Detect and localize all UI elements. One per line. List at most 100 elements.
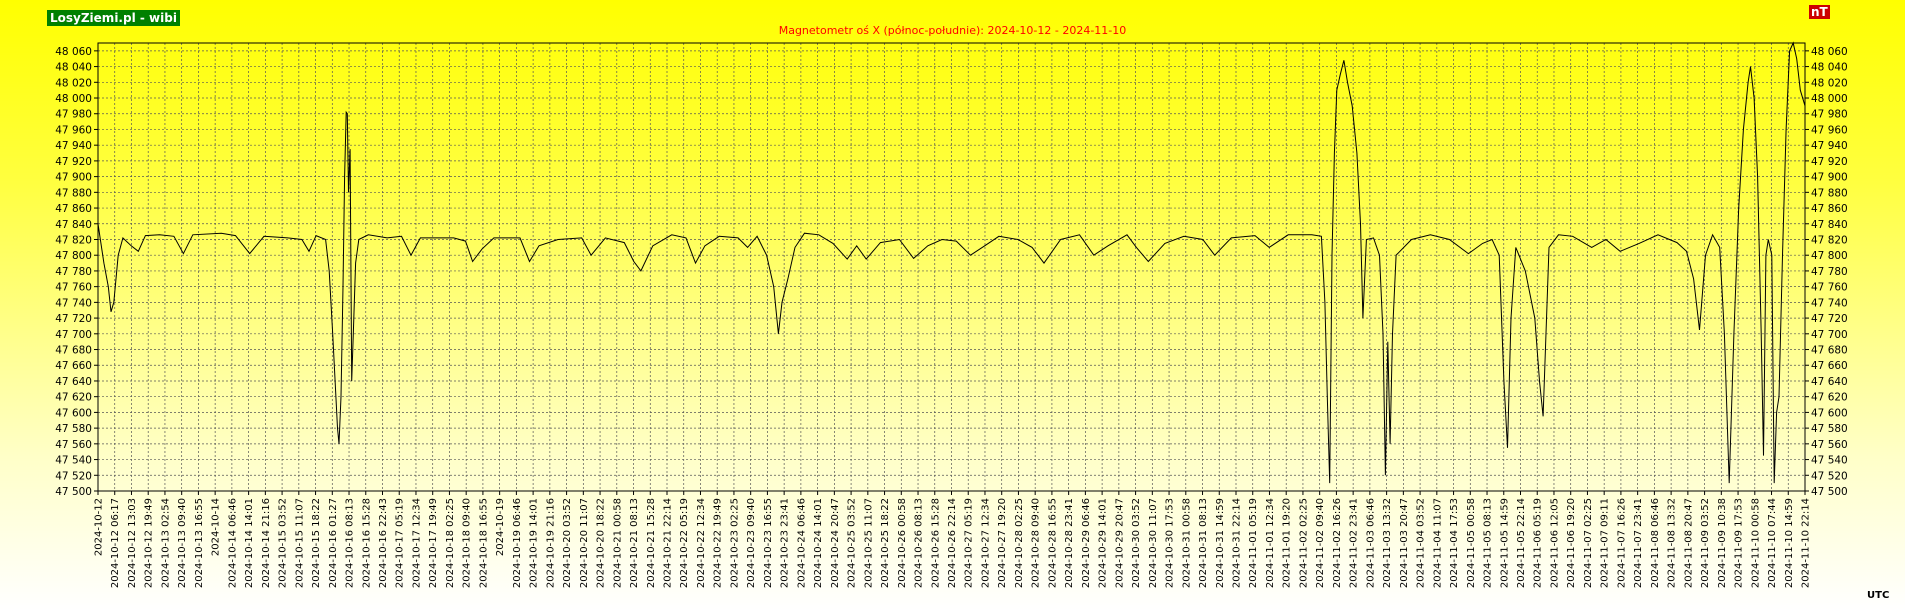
x-tick-label: 2024-11-04 17:53: [1449, 498, 1460, 588]
x-tick-label: 2024-11-03 20:47: [1399, 498, 1410, 588]
y-tick-label-left: 47 780: [55, 266, 92, 278]
y-tick-label-right: 47 640: [1811, 376, 1848, 388]
y-tick-label-right: 47 900: [1811, 172, 1848, 184]
y-tick-label-right: 47 580: [1811, 423, 1848, 435]
y-tick-label-right: 47 760: [1811, 282, 1848, 294]
x-tick-label: 2024-11-10 14:59: [1784, 498, 1795, 588]
x-tick-label: 2024-10-28 16:55: [1047, 498, 1058, 588]
x-tick-label: 2024-10-12 19:49: [144, 498, 155, 588]
x-tick-label: 2024-10-30 11:07: [1148, 498, 1159, 588]
x-tick-label: 2024-10-26 15:28: [930, 498, 941, 588]
x-tick-label: 2024-11-06 19:20: [1566, 498, 1577, 588]
y-tick-label-right: 47 700: [1811, 329, 1848, 341]
x-tick-label: 2024-10-31 22:14: [1232, 498, 1243, 588]
x-tick-label: 2024-10-16 01:27: [328, 498, 339, 588]
y-tick-label-right: 47 740: [1811, 297, 1848, 309]
x-tick-label: 2024-10-29 20:47: [1114, 498, 1125, 588]
x-tick-label: 2024-10-13 16:55: [194, 498, 205, 588]
y-tick-label-left: 47 920: [55, 156, 92, 168]
x-tick-label: 2024-11-02 09:40: [1315, 498, 1326, 588]
x-tick-label: 2024-10-21 08:13: [629, 498, 640, 588]
x-tick-label: 2024-11-10 22:14: [1801, 498, 1812, 588]
x-tick-label: 2024-11-08 06:46: [1650, 498, 1661, 588]
x-tick-label: 2024-11-05 08:13: [1483, 498, 1494, 588]
y-tick-label-left: 47 580: [55, 423, 92, 435]
x-tick-label: 2024-11-02 23:41: [1349, 498, 1360, 588]
x-tick-label: 2024-11-02 16:26: [1332, 498, 1343, 588]
x-tick-label: 2024-10-16 22:43: [378, 498, 389, 588]
y-tick-label-right: 47 620: [1811, 392, 1848, 404]
x-tick-label: 2024-10-29 14:01: [1098, 498, 1109, 588]
x-tick-label: 2024-11-04 11:07: [1432, 498, 1443, 588]
x-tick-label: 2024-11-08 13:32: [1667, 498, 1678, 588]
x-tick-label: 2024-10-17 12:34: [411, 498, 422, 588]
x-tick-label: 2024-11-03 13:32: [1382, 498, 1393, 588]
x-tick-label: 2024-10-12: [94, 498, 105, 556]
y-tick-label-left: 47 980: [55, 109, 92, 121]
x-tick-label: 2024-10-20 18:22: [596, 498, 607, 588]
x-tick-label: 2024-10-17 05:19: [395, 498, 406, 588]
x-tick-label: 2024-11-10 07:44: [1767, 498, 1778, 588]
y-tick-label-left: 47 620: [55, 392, 92, 404]
x-tick-label: 2024-10-22 05:19: [679, 498, 690, 588]
x-tick-label: 2024-10-28 23:41: [1064, 498, 1075, 588]
x-tick-label: 2024-10-23 09:40: [746, 498, 757, 588]
y-tick-label-right: 47 500: [1811, 486, 1848, 498]
x-tick-label: 2024-10-22 12:34: [696, 498, 707, 588]
x-tick-label: 2024-10-23 02:25: [729, 498, 740, 588]
x-tick-label: 2024-10-21 15:28: [646, 498, 657, 588]
y-axis-left: 47 500 47 520 47 540 47 560 47 580 47 600 47 6…: [55, 46, 98, 498]
x-tick-label: 2024-10-28 02:25: [1014, 498, 1025, 588]
x-tick-label: 2024-10-20 11:07: [579, 498, 590, 588]
y-tick-label-left: 47 720: [55, 313, 92, 325]
x-tick-label: 2024-11-01 19:20: [1282, 498, 1293, 588]
y-tick-label-left: 47 860: [55, 203, 92, 215]
y-tick-label-left: 47 600: [55, 407, 92, 419]
x-tick-label: 2024-11-06 12:05: [1549, 498, 1560, 588]
x-tick-label: 2024-10-19 06:46: [512, 498, 523, 588]
y-tick-label-right: 47 840: [1811, 219, 1848, 231]
y-tick-label-right: 47 720: [1811, 313, 1848, 325]
x-tick-label: 2024-10-31 00:58: [1181, 498, 1192, 588]
x-tick-label: 2024-10-14 14:01: [244, 498, 255, 588]
x-tick-label: 2024-11-10 00:58: [1750, 498, 1761, 588]
y-tick-label-left: 47 660: [55, 360, 92, 372]
x-tick-label: 2024-10-25 18:22: [880, 498, 891, 588]
x-tick-label: 2024-11-08 20:47: [1683, 498, 1694, 588]
x-tick-label: 2024-10-19 21:16: [545, 498, 556, 588]
y-tick-label-left: 47 820: [55, 234, 92, 246]
x-tick-label: 2024-10-13 09:40: [177, 498, 188, 588]
x-tick-label: 2024-10-27 19:20: [997, 498, 1008, 588]
y-tick-label-right: 48 040: [1811, 62, 1848, 74]
y-tick-label-right: 47 600: [1811, 407, 1848, 419]
series-line-0: [97, 41, 1806, 484]
y-tick-label-left: 47 840: [55, 219, 92, 231]
x-tick-label: 2024-10-24 06:46: [796, 498, 807, 588]
y-axis-right: 47 500 47 520 47 540 47 560 47 580 47 600 47 6…: [1805, 46, 1848, 498]
x-tick-label: 2024-11-09 03:52: [1700, 498, 1711, 588]
x-tick-label: 2024-10-18 09:40: [462, 498, 473, 588]
x-tick-label: 2024-10-26 08:13: [914, 498, 925, 588]
x-tick-label: 2024-11-09 10:38: [1717, 498, 1728, 588]
x-tick-label: 2024-10-20 03:52: [562, 498, 573, 588]
y-tick-label-right: 47 680: [1811, 345, 1848, 357]
x-tick-label: 2024-10-16 15:28: [361, 498, 372, 588]
x-tick-label: 2024-11-02 02:25: [1298, 498, 1309, 588]
x-tick-label: 2024-10-30 17:53: [1165, 498, 1176, 588]
x-axis: 2024-10-12 2024-10-12 06:17 2024-10-12 13:…: [94, 491, 1812, 588]
x-tick-label: 2024-10-14 06:46: [227, 498, 238, 588]
y-tick-label-left: 48 000: [55, 93, 92, 105]
x-tick-label: 2024-11-07 02:25: [1583, 498, 1594, 588]
x-tick-label: 2024-11-07 23:41: [1633, 498, 1644, 588]
y-tick-label-right: 47 660: [1811, 360, 1848, 372]
y-tick-label-left: 47 640: [55, 376, 92, 388]
grid-layer: [97, 43, 1806, 492]
y-tick-label-left: 48 040: [55, 62, 92, 74]
x-tick-label: 2024-10-14 21:16: [261, 498, 272, 588]
x-tick-label: 2024-10-29 06:46: [1081, 498, 1092, 588]
x-tick-label: 2024-11-05 22:14: [1516, 498, 1527, 588]
x-tick-label: 2024-10-22 19:49: [713, 498, 724, 588]
x-tick-label: 2024-10-23 23:41: [780, 498, 791, 588]
y-tick-label-right: 47 860: [1811, 203, 1848, 215]
unit-badge: nT: [1809, 5, 1830, 19]
